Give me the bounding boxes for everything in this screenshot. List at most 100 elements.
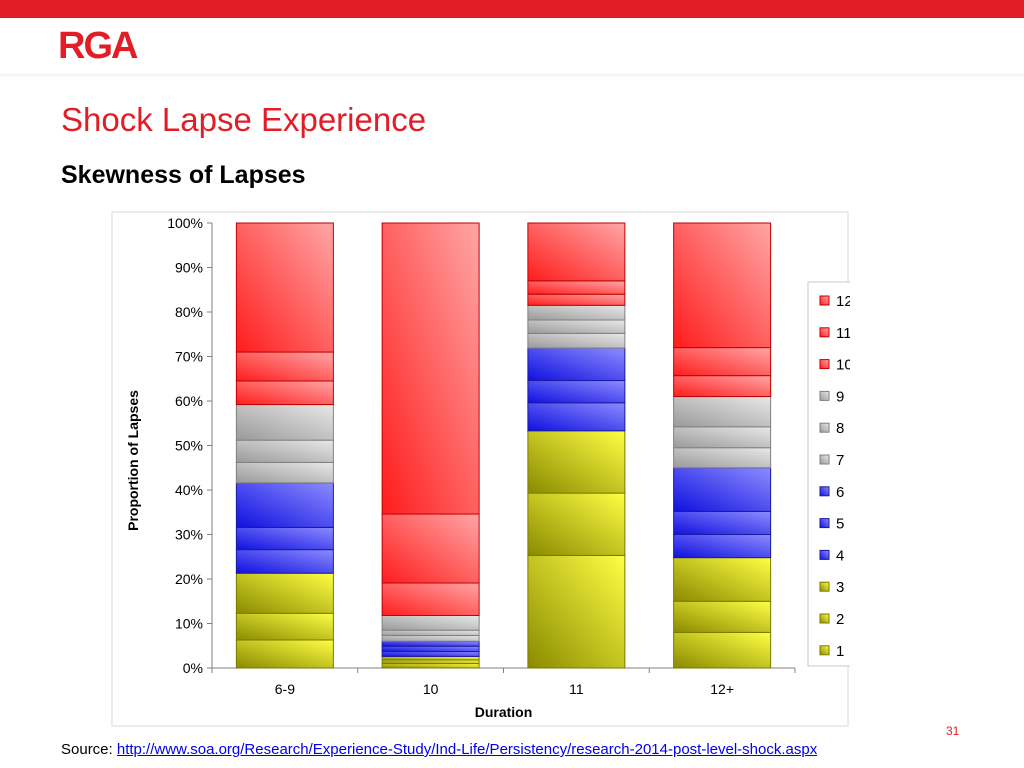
bar-segment [673,557,772,602]
bar-segment [527,430,626,494]
bar-segment [527,380,626,404]
header-divider [0,74,1024,78]
legend-swatch [819,359,830,370]
bar-segment [235,482,334,528]
stacked-bar-chart: 0%10%20%30%40%50%60%70%80%90%100%6-9 10 11… [111,211,850,727]
bar-segment [381,651,480,657]
x-tick-label: 12+ [710,681,734,697]
slide-subtitle: Skewness of Lapses [61,161,306,189]
bar-segment [381,513,480,584]
legend-swatch [819,454,830,465]
y-tick-label: 40% [175,482,203,498]
legend-label: 11 [836,325,850,342]
source-line: Source: http://www.soa.org/Research/Expe… [61,741,817,759]
page-number: 31 [946,724,960,738]
bar-segment [235,380,334,406]
bar-segment [673,467,772,512]
bar-segment [673,447,772,469]
source-link[interactable]: http://www.soa.org/Research/Experience-S… [116,741,818,758]
y-tick-label: 100% [167,215,203,231]
bar-segment [381,635,480,642]
bar-segment [673,534,772,559]
legend-label: 10 [836,357,850,374]
y-tick-label: 90% [175,260,203,276]
bar-segment [673,510,772,535]
y-axis-title: Proportion of Lapses [125,390,141,531]
legend-swatch [819,486,830,497]
x-tick-label: 6-9 [275,681,295,697]
x-tick-label: 11 [569,681,584,697]
bar-segment [381,222,480,515]
legend-swatch [819,581,830,592]
legend-label: 4 [836,547,844,564]
legend-box [807,281,850,667]
legend-label: 12 [836,293,850,310]
legend-label: 2 [836,611,844,628]
y-tick-label: 30% [175,527,203,543]
legend-swatch [819,422,830,433]
y-tick-label: 70% [175,349,203,365]
y-tick-label: 80% [175,304,203,320]
y-tick-label: 50% [175,438,203,454]
y-tick-label: 60% [175,393,203,409]
y-tick-label: 10% [175,616,203,632]
legend-swatch [819,645,830,656]
bar-segment [235,526,334,551]
bar-segment [381,659,480,665]
bar-segment [381,663,480,669]
legend-label: 7 [836,452,844,469]
y-tick-label: 20% [175,571,203,587]
bar-segment [673,375,772,398]
bar-segment [527,492,626,556]
y-tick-label: 0% [183,660,203,676]
legend-swatch [819,327,830,338]
bar-segment [235,572,334,614]
legend-swatch [819,518,830,529]
legend-label: 1 [836,643,844,660]
bar-segment [673,396,772,428]
legend-swatch [819,390,830,401]
bar-segment [235,439,334,463]
bar-segment [381,645,480,653]
header-band [0,18,1024,76]
bar-segment [381,582,480,616]
legend-label: 3 [836,579,844,596]
source-label: Source: [61,741,117,758]
legend-label: 8 [836,420,844,437]
legend-label: 6 [836,484,844,501]
bar-segment [527,332,626,349]
bar-segment [381,640,480,647]
bar-segment [381,629,480,637]
bar-segment [527,347,626,382]
bar-segment [235,612,334,641]
bar-segment [527,304,626,321]
bar-segment [673,347,772,377]
bar-segment [527,280,626,295]
bar-segment [527,222,626,282]
bar-segment [673,631,772,669]
bar-segment [381,655,480,661]
bar-segment [527,554,626,669]
top-red-bar [0,0,1024,18]
legend-swatch [819,549,830,560]
bar-segment [527,402,626,432]
legend-label: 9 [836,388,844,405]
bar-segment [673,426,772,449]
x-tick-label: 10 [423,681,439,697]
legend-swatch [819,613,830,624]
legend-label: 5 [836,516,844,533]
slide-title: Shock Lapse Experience [61,101,427,138]
bar-segment [235,404,334,441]
x-axis-title: Duration [475,704,533,720]
bar-segment [235,222,334,353]
bar-segment [235,549,334,574]
legend-swatch [819,295,830,306]
rga-logo: RGA [58,25,138,67]
bar-segment [381,614,480,631]
bar-segment [527,293,626,306]
bar-segment [235,461,334,484]
bar-segment [235,351,334,382]
bar-segment [235,639,334,669]
bar-segment [673,222,772,349]
bar-segment [673,600,772,633]
